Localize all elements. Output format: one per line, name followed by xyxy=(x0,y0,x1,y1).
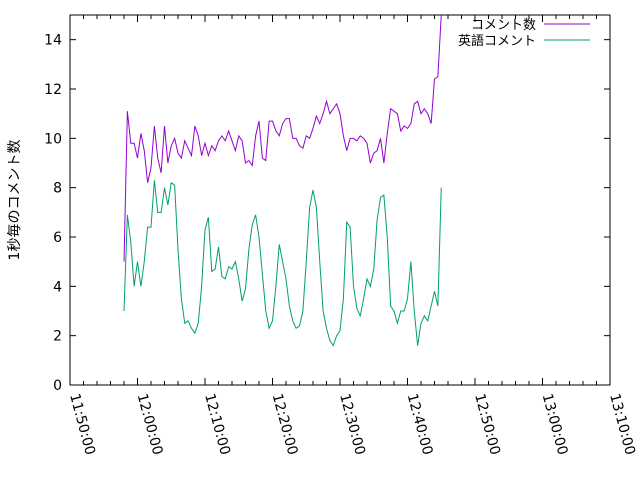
series-line-1 xyxy=(123,14,442,262)
y-tick-label: 10 xyxy=(44,131,62,147)
x-tick-label: 12:50:00 xyxy=(471,392,503,457)
x-tick-label: 12:00:00 xyxy=(134,392,166,457)
y-tick-label: 14 xyxy=(44,33,62,49)
x-tick-label: 12:40:00 xyxy=(404,392,436,457)
y-tick-label: 6 xyxy=(53,230,62,246)
ticks: 0 2 4 6 8 10 12 14 11:50:00 12:00:00 12:10:00 12:20… xyxy=(44,15,638,457)
y-tick-label: 8 xyxy=(53,181,62,197)
x-tick-label: 13:10:00 xyxy=(606,392,638,457)
x-tick-label: 12:10:00 xyxy=(201,392,233,457)
y-tick-label: 0 xyxy=(53,378,62,394)
legend-label-2: 英語コメント xyxy=(458,33,536,49)
x-tick-label: 12:20:00 xyxy=(269,392,301,457)
x-tick-label: 12:30:00 xyxy=(336,392,368,457)
series-layer xyxy=(123,14,442,347)
series-line-2 xyxy=(123,180,442,347)
legend-label-1: コメント数 xyxy=(471,18,536,33)
x-tick-label: 13:00:00 xyxy=(539,392,571,457)
y-tick-label: 12 xyxy=(44,82,62,98)
x-tick-label: 11:50:00 xyxy=(66,392,98,457)
y-tick-label: 4 xyxy=(53,279,62,295)
y-tick-label: 2 xyxy=(53,329,62,345)
y-axis-label: 1秒毎のコメント数 xyxy=(7,140,23,261)
